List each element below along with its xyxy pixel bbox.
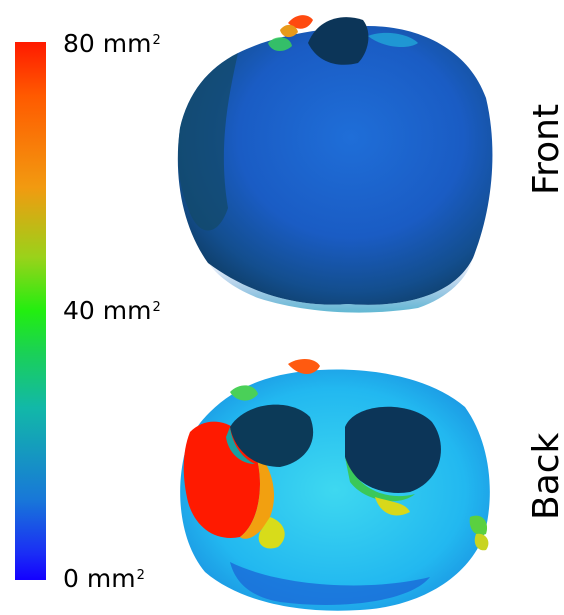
- front-view-render: [168, 8, 508, 318]
- colorbar-mid-label: 40 mm2: [63, 297, 161, 325]
- unit-superscript: 2: [136, 568, 145, 583]
- front-surface-body: [177, 26, 493, 305]
- back-hotspot-orange-halo: [240, 452, 275, 539]
- front-surface-lower-band: [208, 258, 473, 313]
- back-top-green: [230, 385, 258, 401]
- back-view-label: Back: [526, 432, 564, 520]
- front-view-label: Front: [526, 103, 564, 195]
- front-opening: [308, 17, 369, 65]
- back-left-opening-rim: [226, 427, 255, 464]
- colorbar-gradient: [15, 42, 46, 580]
- front-hotspot-red: [288, 15, 313, 29]
- back-surface-svg: [180, 358, 490, 611]
- back-right-opening: [345, 406, 441, 493]
- colorbar-max-text: 80 mm: [63, 29, 152, 58]
- back-right-rim-yellow: [375, 497, 410, 516]
- back-bottom-blue: [230, 562, 430, 605]
- unit-superscript: 2: [152, 300, 161, 315]
- back-hotspot-yellow: [258, 517, 285, 549]
- back-hotspot-red: [183, 421, 260, 538]
- colorbar-max-label: 80 mm2: [63, 30, 161, 58]
- colorbar-min-text: 0 mm: [63, 564, 136, 593]
- front-rim-cyan: [368, 32, 418, 48]
- back-right-edge-green: [469, 515, 488, 536]
- front-hotspot-orange: [280, 24, 298, 38]
- unit-superscript: 2: [152, 33, 161, 48]
- back-view-render: [170, 352, 500, 614]
- front-left-flap: [178, 53, 238, 231]
- back-left-opening: [230, 404, 314, 467]
- back-right-rim-green: [345, 457, 415, 502]
- front-surface-svg: [177, 15, 493, 313]
- back-right-edge-yellow: [474, 533, 489, 551]
- front-hotspot-green: [268, 37, 292, 52]
- back-top-orange: [288, 358, 320, 374]
- colorbar-mid-text: 40 mm: [63, 296, 152, 325]
- colorbar-min-label: 0 mm2: [63, 565, 145, 593]
